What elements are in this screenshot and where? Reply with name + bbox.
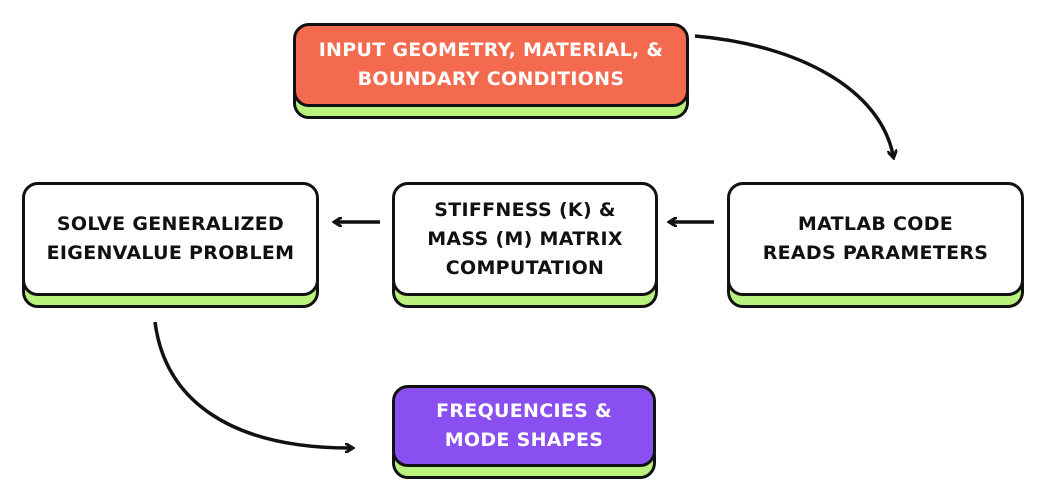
arrow-input-to-matlab bbox=[694, 34, 893, 155]
node-input-label: INPUT GEOMETRY, MATERIAL, & BOUNDARY CON… bbox=[293, 23, 689, 107]
node-output: FREQUENCIES & MODE SHAPES bbox=[392, 385, 656, 479]
node-output-label: FREQUENCIES & MODE SHAPES bbox=[392, 385, 656, 467]
node-solve: SOLVE GENERALIZED EIGENVALUE PROBLEM bbox=[22, 182, 319, 308]
node-input: INPUT GEOMETRY, MATERIAL, & BOUNDARY CON… bbox=[293, 23, 689, 119]
arrow-solve-to-output bbox=[153, 321, 350, 448]
node-matlab: MATLAB CODE READS PARAMETERS bbox=[727, 182, 1024, 308]
node-matrix-label: STIFFNESS (K) & MASS (M) MATRIX COMPUTAT… bbox=[392, 182, 658, 296]
node-solve-label: SOLVE GENERALIZED EIGENVALUE PROBLEM bbox=[22, 182, 319, 296]
node-matrix: STIFFNESS (K) & MASS (M) MATRIX COMPUTAT… bbox=[392, 182, 658, 308]
node-matlab-label: MATLAB CODE READS PARAMETERS bbox=[727, 182, 1024, 296]
